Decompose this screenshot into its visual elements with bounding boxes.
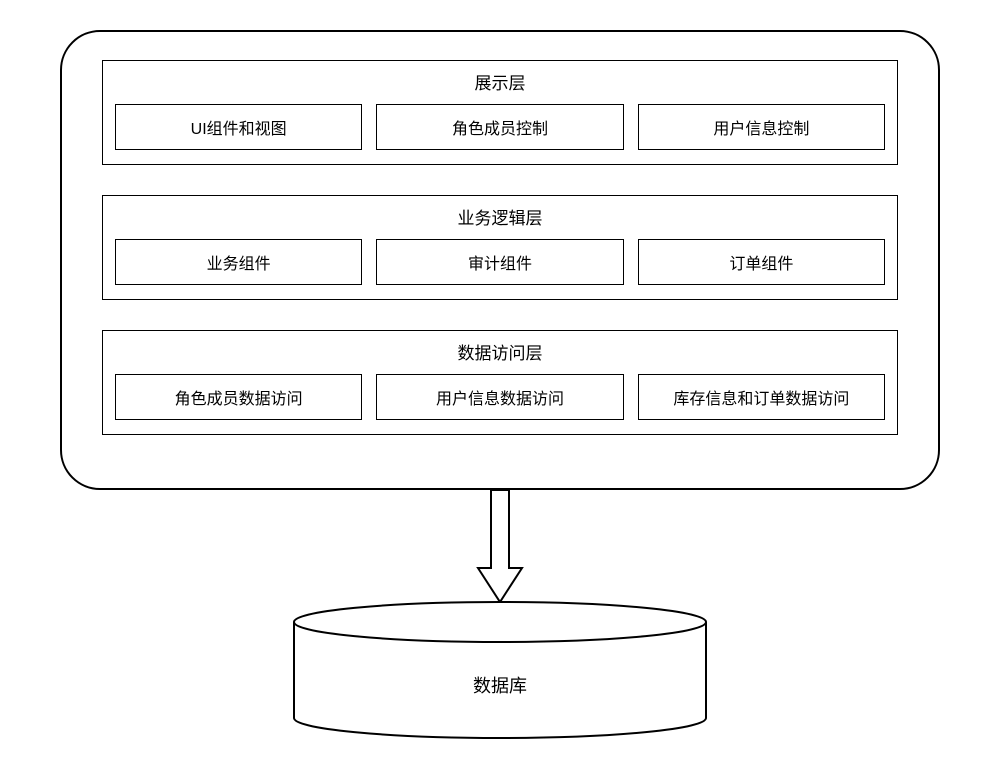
sub-box: 库存信息和订单数据访问 <box>638 374 885 420</box>
sub-box: UI组件和视图 <box>115 104 362 150</box>
layer-subrow: 角色成员数据访问 用户信息数据访问 库存信息和订单数据访问 <box>115 374 885 420</box>
layer-subrow: UI组件和视图 角色成员控制 用户信息控制 <box>115 104 885 150</box>
layer-data-access: 数据访问层 角色成员数据访问 用户信息数据访问 库存信息和订单数据访问 <box>102 330 898 435</box>
sub-box: 业务组件 <box>115 239 362 285</box>
layer-title: 数据访问层 <box>115 339 885 364</box>
layer-presentation: 展示层 UI组件和视图 角色成员控制 用户信息控制 <box>102 60 898 165</box>
arrow-down-icon <box>470 490 530 608</box>
layer-title: 业务逻辑层 <box>115 204 885 229</box>
layer-subrow: 业务组件 审计组件 订单组件 <box>115 239 885 285</box>
architecture-container: 展示层 UI组件和视图 角色成员控制 用户信息控制 业务逻辑层 业务组件 审计组… <box>60 30 940 490</box>
layer-title: 展示层 <box>115 69 885 94</box>
sub-box: 审计组件 <box>376 239 623 285</box>
sub-box: 角色成员数据访问 <box>115 374 362 420</box>
sub-box: 用户信息控制 <box>638 104 885 150</box>
layer-business: 业务逻辑层 业务组件 审计组件 订单组件 <box>102 195 898 300</box>
sub-box: 订单组件 <box>638 239 885 285</box>
sub-box: 角色成员控制 <box>376 104 623 150</box>
database-cylinder: 数据库 <box>290 600 710 740</box>
sub-box: 用户信息数据访问 <box>376 374 623 420</box>
database-label: 数据库 <box>290 672 710 698</box>
